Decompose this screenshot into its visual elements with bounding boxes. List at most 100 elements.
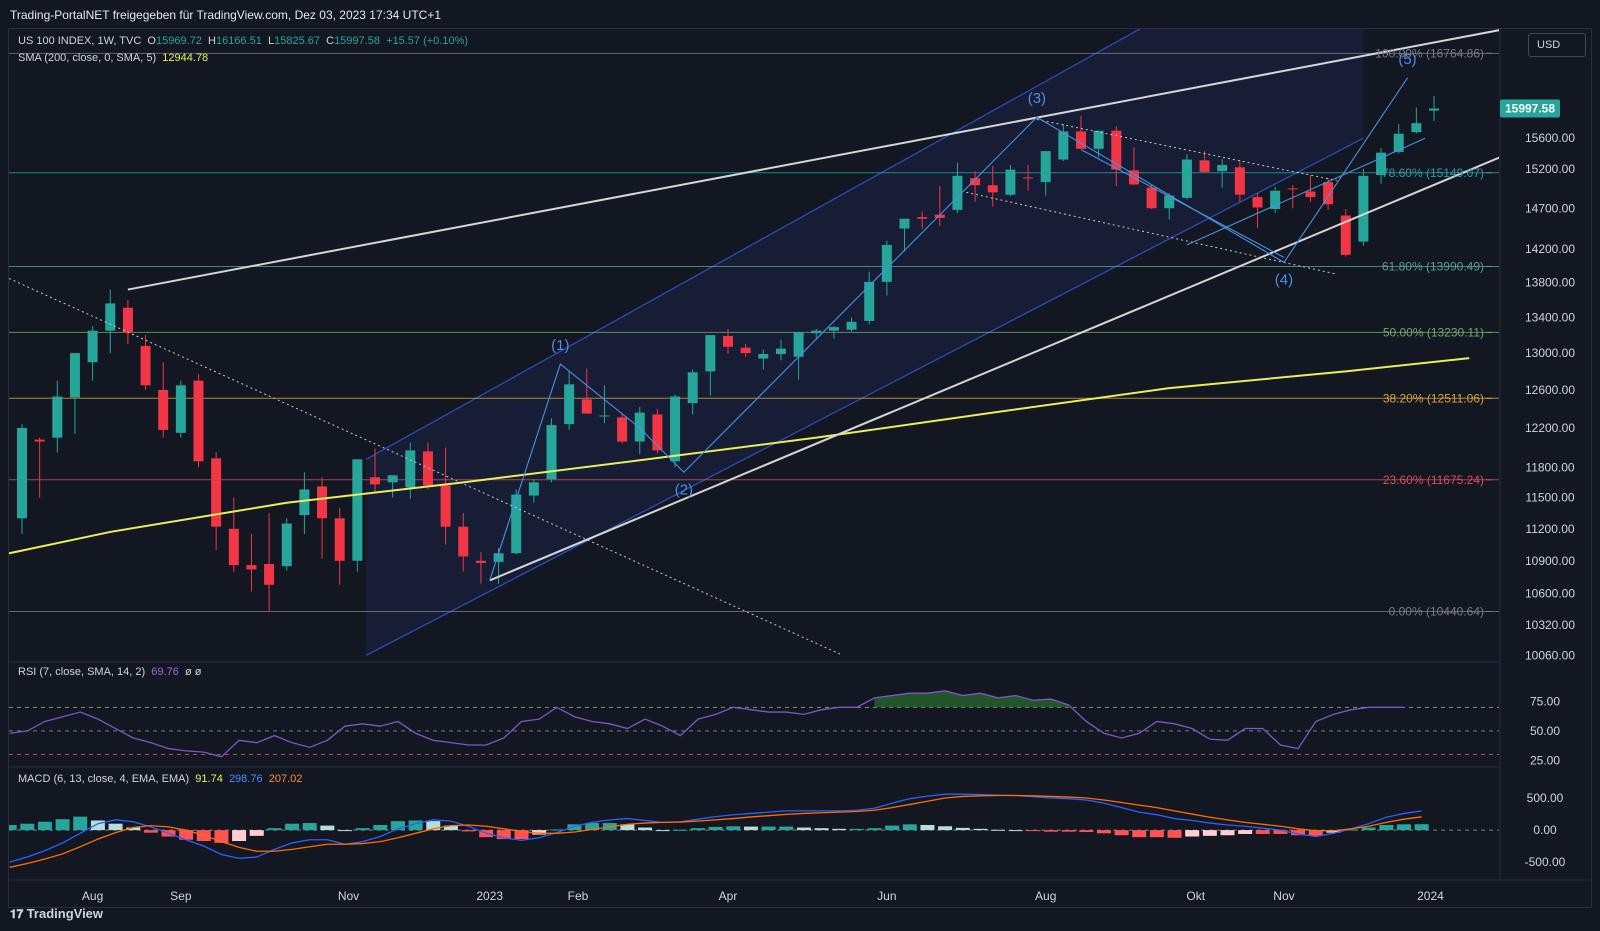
macd-histogram-bar [20,823,35,831]
macd-signal-line [9,794,1422,868]
candle-body [193,380,204,462]
macd-histogram-bar [496,830,511,840]
price-tick-label: 11200.00 [1525,522,1574,536]
time-tick-label: Aug [82,889,103,903]
upper-resistance-trendline [127,29,1499,291]
candle-body [1005,169,1016,195]
candle-body [670,396,681,462]
macd-histogram-bar [1291,830,1306,836]
candle-body [34,439,45,442]
fib-level-label: 78.60% (15149.07) [1382,166,1484,180]
candle-body [69,353,80,398]
candle-body [1040,151,1051,183]
currency-button[interactable]: USD [1528,33,1586,57]
price-tick-label: 13000.00 [1525,346,1575,360]
macd-legend[interactable]: MACD (6, 13, close, 4, EMA, EMA) 91.74 2… [18,773,302,785]
macd-tick-label: -500.00 [1525,855,1566,869]
candle-body [917,217,928,219]
sma-legend[interactable]: SMA (200, close, 0, SMA, 5) 12944.78 [18,52,208,64]
candle-body [511,494,522,554]
candle-body [864,281,875,321]
candle-body [228,528,239,566]
time-tick-label: Apr [719,889,738,903]
elliott-wave-label: (4) [1275,271,1293,288]
tradingview-logo[interactable]: 𝟏𝟕 TradingView [10,906,103,922]
rsi-label: RSI (7, close, SMA, 14, 2) [18,666,146,678]
time-tick-label: Jun [877,889,896,903]
candle-body [1146,187,1157,209]
candle-body [1217,164,1228,172]
rsi-line [9,690,1404,758]
low-value: 15825.67 [274,35,320,47]
elliott-wave-label: (1) [551,337,569,354]
last-price-badge [1500,99,1560,118]
candle-body [1023,177,1034,179]
time-tick-label: Nov [338,889,359,903]
macd-histogram-bar [461,830,476,832]
candle-body [599,415,610,417]
candle-body [934,214,945,218]
candle-body [687,372,698,404]
close-label: C [326,35,335,47]
macd-histogram-bar [1149,830,1164,838]
macd-histogram-bar [638,827,653,831]
macd-histogram-bar [55,819,70,831]
macd-histogram-bar [1308,830,1323,836]
price-tick-label: 10900.00 [1525,554,1575,568]
candle-body [1305,191,1316,198]
time-tick-label: Nov [1273,889,1294,903]
candle-body [158,389,169,430]
candle-body [1358,175,1369,242]
elliott-wave-label: (2) [675,481,693,498]
macd-tick-label: 500.00 [1527,791,1564,805]
macd-histogram-bar [991,829,1006,831]
macd-histogram-bar [355,828,370,831]
close-value: 15997.58 [334,35,380,47]
macd-histogram-bar [1344,829,1359,831]
candle-body [846,321,857,330]
price-tick-label: 15200.00 [1525,162,1575,176]
low-label: L [267,35,275,47]
macd-histogram-bar [1255,830,1270,834]
macd-histogram-bar [373,824,388,831]
candle-body [740,347,751,354]
macd-histogram-bar [1185,830,1200,837]
rsi-value: 69.76 [151,666,179,678]
candle-body [422,451,433,486]
open-label: O [147,35,156,47]
lower-support-trendline [489,156,1499,582]
price-tick-label: 10600.00 [1525,587,1575,601]
currency-label: USD [1537,39,1561,51]
macd-label: MACD (6, 13, close, 4, EMA, EMA) [18,773,190,785]
macd-hist-value: 91.74 [195,773,223,785]
elliott-wave-path [489,77,1408,581]
macd-histogram-bar [549,829,564,831]
candle-body [458,526,469,557]
macd-histogram-bar [337,830,352,832]
fib-level-label: 38.20% (12511.06) [1383,391,1484,405]
symbol-legend[interactable]: US 100 INDEX, 1W, TVC O15969.72 H16166.5… [18,35,468,47]
macd-histogram-bar [920,824,935,831]
macd-histogram-bar [232,830,247,842]
candle-body [175,385,186,433]
rsi-legend[interactable]: RSI (7, close, SMA, 14, 2) 69.76 ø ø [18,666,201,678]
candle-body [1376,152,1387,176]
macd-histogram-bar [73,816,88,831]
candle-body [546,425,557,480]
chart-frame[interactable] [8,28,1592,908]
candle-body [87,330,98,363]
macd-histogram-bar [867,828,882,831]
channel-upper-line [365,29,1142,460]
macd-histogram-bar [514,830,529,840]
candle-body [1393,133,1404,152]
change-value: +15.57 (+0.10%) [386,35,469,47]
price-tick-label: 12600.00 [1525,383,1575,397]
macd-signal-value: 207.02 [268,773,303,785]
candle-body [652,414,663,451]
candle-body [246,565,257,570]
macd-histogram-bar [938,826,953,831]
candle-body [370,477,380,485]
price-tick-label: 13800.00 [1525,276,1575,290]
macd-histogram-bar [1238,830,1253,834]
